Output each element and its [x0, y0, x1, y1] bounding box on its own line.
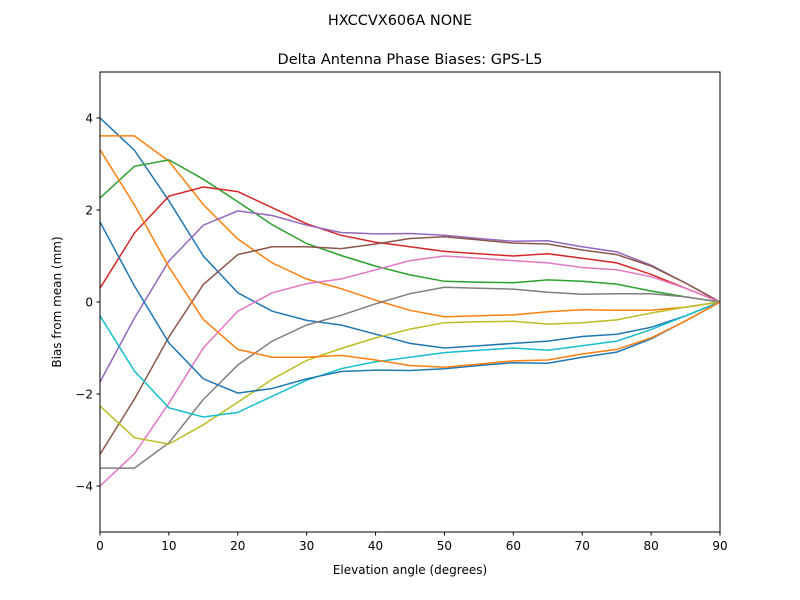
plot-frame [99, 71, 721, 533]
x-tick-label: 40 [368, 539, 383, 553]
y-tick-label: 4 [85, 112, 93, 126]
series-line-10 [100, 221, 720, 394]
chart-title: Delta Antenna Phase Biases: GPS-L5 [278, 52, 543, 68]
x-tick-label: 80 [643, 539, 658, 553]
y-axis-label: Bias from mean (mm) [50, 236, 64, 367]
suptitle: HXCCVX606A NONE [328, 13, 472, 29]
series-line-9 [100, 301, 720, 418]
series-line-8 [100, 301, 720, 445]
x-axis-label: Elevation angle (degrees) [333, 563, 487, 577]
y-tick-label: 2 [85, 204, 93, 218]
series-line-2 [100, 159, 720, 303]
series-line-4 [100, 210, 720, 383]
series-lines [100, 117, 720, 487]
y-tick-label: −4 [75, 480, 93, 494]
x-tick-label: 60 [506, 539, 521, 553]
y-tick-label: 0 [85, 296, 93, 310]
series-line-0 [100, 117, 720, 349]
series-line-1 [100, 135, 720, 318]
x-tick-label: 10 [161, 539, 176, 553]
x-tick-label: 20 [230, 539, 245, 553]
x-tick-label: 50 [437, 539, 452, 553]
series-line-5 [100, 235, 720, 455]
y-tick-label: −2 [75, 388, 93, 402]
series-line-7 [100, 286, 720, 469]
x-tick-label: 30 [299, 539, 314, 553]
x-tick-label: 70 [575, 539, 590, 553]
x-axis: 0 10 20 30 40 50 60 70 80 90 [96, 532, 728, 553]
series-line-3 [100, 186, 720, 303]
series-line-11 [100, 149, 720, 369]
series-line-6 [100, 255, 720, 487]
x-tick-label: 0 [96, 539, 104, 553]
y-axis: −4 −2 0 2 4 [75, 112, 100, 494]
x-tick-label: 90 [712, 539, 727, 553]
